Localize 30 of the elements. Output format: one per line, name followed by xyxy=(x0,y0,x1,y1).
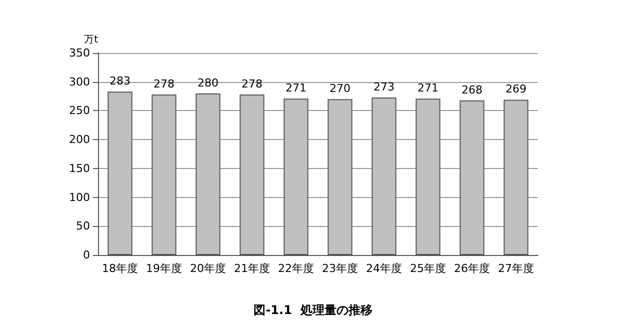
x-tick-label: 18年度 xyxy=(102,262,138,275)
x-tick-label: 19年度 xyxy=(146,262,182,275)
y-tick-label: 50 xyxy=(76,220,90,233)
data-label: 278 xyxy=(154,78,174,91)
y-tick-label: 200 xyxy=(69,133,90,146)
text: 図-1.1 処理量の推移 xyxy=(254,303,372,317)
data-label: 270 xyxy=(330,82,350,96)
data-label: 273 xyxy=(374,80,394,94)
data-label: 280 xyxy=(198,76,218,90)
data-label: 283 xyxy=(110,74,130,88)
y-tick-label: 100 xyxy=(69,190,90,204)
x-tick-label: 25年度 xyxy=(410,262,446,275)
x-tick-label: 20年度 xyxy=(190,262,226,275)
y-tick-label: 0 xyxy=(83,248,90,262)
y-tick-label: 300 xyxy=(69,75,90,88)
x-tick-label: 23年度 xyxy=(322,262,358,275)
data-label: 269 xyxy=(506,82,526,96)
x-tick-label: 22年度 xyxy=(278,262,314,275)
x-tick-label: 21年度 xyxy=(234,262,270,275)
data-label: 271 xyxy=(286,82,306,95)
x-tick-label: 27年度 xyxy=(498,262,534,275)
y-tick-label: 250 xyxy=(69,104,90,118)
x-tick-label: 26年度 xyxy=(454,262,490,275)
data-label: 268 xyxy=(462,83,482,96)
y-tick-label: 150 xyxy=(69,162,90,175)
x-tick-label: 24年度 xyxy=(366,262,402,275)
data-label: 271 xyxy=(418,82,438,95)
y-tick-label: 350 xyxy=(69,46,90,60)
y-axis-title: 万t xyxy=(84,34,98,46)
data-label: 278 xyxy=(242,78,262,91)
